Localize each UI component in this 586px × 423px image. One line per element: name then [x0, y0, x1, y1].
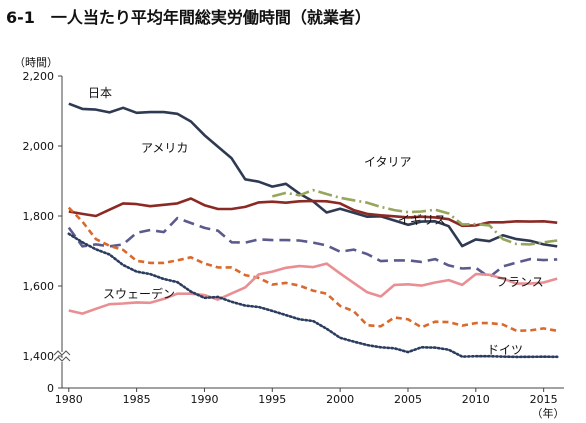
x-tick-label: 1990: [190, 393, 218, 406]
axis-break-gap-1: [53, 358, 71, 362]
y-tick-label: 2,000: [23, 140, 55, 153]
series-line-3: [67, 216, 558, 279]
y-tick-label: 0: [47, 382, 54, 395]
axis-break-gap-0: [53, 352, 71, 356]
series-line-2: [271, 188, 558, 246]
series-label: 日本: [88, 86, 112, 100]
series-label: ドイツ: [487, 343, 523, 357]
axis-break-mark-1: [53, 356, 71, 362]
series-label: アメリカ: [141, 141, 188, 155]
y-tick-label: 1,800: [23, 210, 55, 223]
series-line-4: [67, 206, 558, 333]
series-line-1: [68, 197, 558, 228]
series-label: スウェーデン: [103, 286, 175, 301]
y-tick-label: 2,200: [23, 70, 55, 83]
y-tick-label: 1,600: [23, 280, 55, 293]
series-label: イタリア: [364, 155, 412, 169]
series-line-5: [68, 262, 558, 315]
x-tick-label: 2005: [394, 393, 422, 406]
x-tick-label: 1995: [258, 393, 286, 406]
x-tick-label: 1985: [123, 393, 151, 406]
page-title: 6-1 一人当たり平均年間総実労働時間（就業者）: [6, 8, 371, 27]
axis-break-mark-0: [53, 350, 71, 356]
x-axis-title: （年）: [532, 406, 565, 420]
x-tick-label: 2015: [530, 393, 558, 406]
series-label: フランス: [496, 275, 544, 289]
series-line-6: [67, 232, 559, 359]
x-tick-label: 1980: [55, 393, 83, 406]
series-label: イギリス: [398, 213, 446, 227]
x-tick-label: 2010: [462, 393, 490, 406]
x-tick-label: 2000: [326, 393, 354, 406]
y-tick-label: 1,400: [23, 350, 55, 363]
y-axis-title: （時間）: [14, 56, 58, 69]
